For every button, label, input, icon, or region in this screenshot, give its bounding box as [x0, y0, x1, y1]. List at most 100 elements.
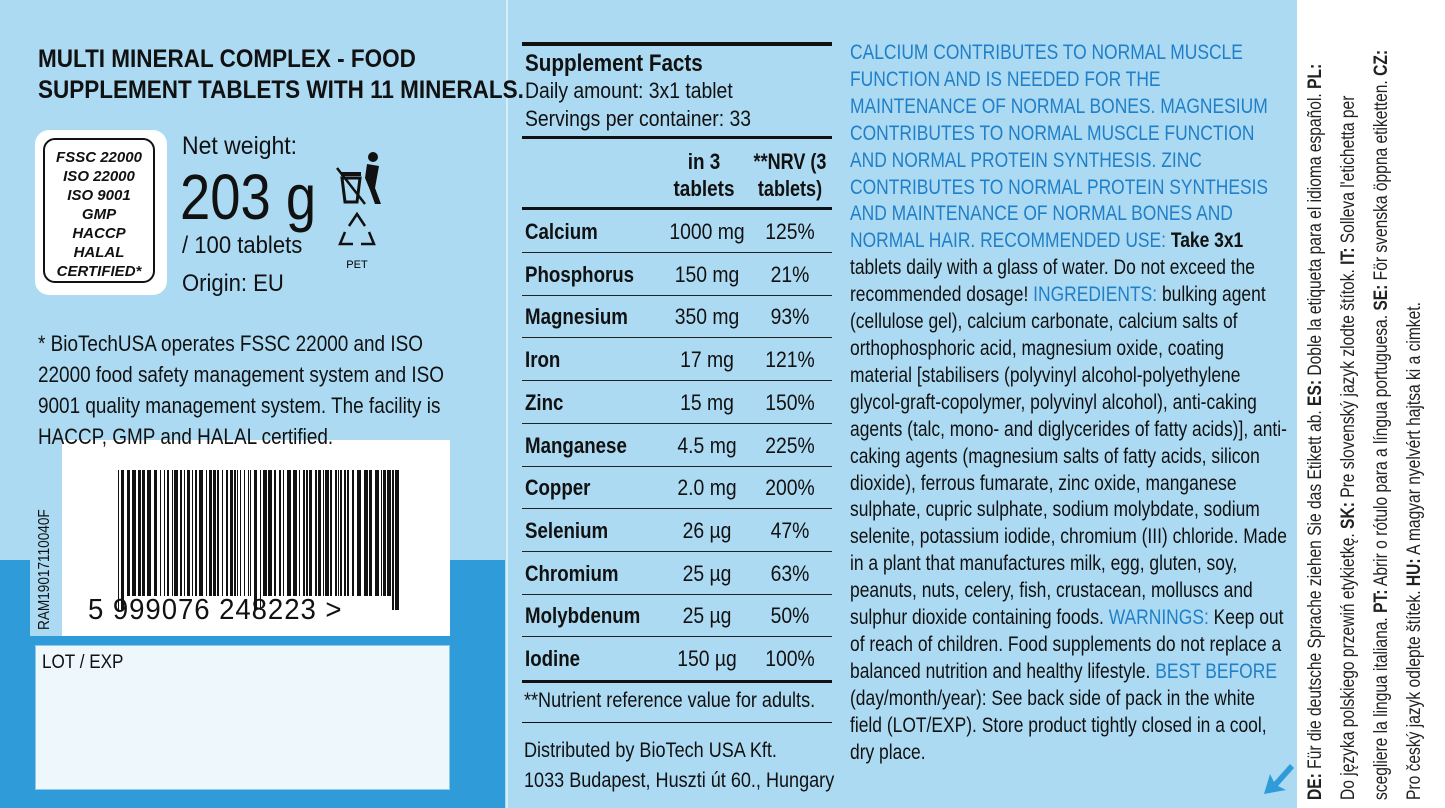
divider — [506, 0, 508, 808]
language-text: DE: Für die deutsche Sprache ziehen Sie … — [1298, 40, 1431, 800]
barcode-bar — [195, 470, 197, 596]
barcode-bar — [303, 470, 305, 596]
cell-name: Calcium — [525, 219, 598, 244]
facts-row: Zinc 15 mg 150% — [522, 381, 832, 424]
barcode-bar — [138, 470, 141, 596]
facts-row: Molybdenum 25 µg 50% — [522, 594, 832, 638]
barcode-bar — [250, 470, 251, 596]
facts-row: Manganese 4.5 mg 225% — [522, 424, 832, 467]
cell-nrv: 150% — [765, 389, 815, 415]
title-line: SUPPLEMENT TABLETS WITH 11 MINERALS. — [38, 76, 524, 104]
barcode-bar — [154, 470, 157, 596]
barcode-bar — [340, 470, 342, 596]
badge-line: HACCP — [72, 225, 126, 242]
cell-name: Molybdenum — [525, 603, 641, 629]
cell-amt: 150 mg — [674, 261, 740, 287]
barcode-bar — [121, 470, 124, 610]
cell-amt: 2.0 mg — [677, 475, 737, 501]
text-segment: bulking agent (cellulose gel), calcium c… — [850, 283, 1287, 630]
cell-amt: 17 mg — [680, 347, 734, 373]
barcode-bar — [309, 470, 312, 596]
barcode-bar — [127, 470, 130, 596]
text-segment: tablets daily with a glass of water. Do … — [850, 256, 1256, 307]
cell-nrv: 100% — [765, 646, 815, 671]
language-code: SK: — [1338, 502, 1359, 529]
barcode-bar — [187, 470, 190, 596]
language-strip: DE: Für die deutsche Sprache ziehen Sie … — [1298, 40, 1438, 800]
barcode-bar — [226, 470, 228, 596]
barcode-bar — [352, 470, 354, 596]
cell-name: Selenium — [525, 517, 609, 543]
barcode-bar — [306, 470, 308, 596]
facts-footnote: **Nutrient reference value for adults. — [524, 689, 816, 712]
badge-line: CERTIFIED* — [56, 263, 142, 280]
barcode-bar — [330, 470, 332, 596]
barcode-bar — [268, 470, 272, 596]
daily-amount: Daily amount: 3x1 tablet — [525, 78, 733, 103]
facts-row: Phosphorus 150 mg 21% — [522, 253, 832, 296]
language-text: Abrir o rótulo para a língua portuguesa. — [1371, 314, 1392, 587]
barcode-bar — [199, 470, 203, 596]
barcode-bar — [263, 470, 267, 596]
cell-name: Copper — [525, 475, 591, 501]
badge: FSSC 22000 ISO 22000 ISO 9001 GMP HACCP HALAL… — [35, 130, 167, 295]
barcode-bar — [142, 470, 145, 596]
barcode-bar — [375, 470, 379, 596]
text-segment: CALCIUM CONTRIBUTES TO NORMAL MUSCLE FUN… — [850, 41, 1269, 253]
language-code: ES: — [1305, 379, 1326, 406]
net-weight-label: Net weight: — [182, 132, 298, 160]
certification-note: * BioTechUSA operates FSSC 22000 and ISO… — [38, 331, 444, 449]
language-code: HU: — [1404, 558, 1425, 587]
facts-row: Calcium 1000 mg 125% — [522, 210, 832, 253]
language-code: PL: — [1305, 63, 1326, 89]
barcode-bar — [209, 470, 212, 596]
rule — [522, 207, 832, 210]
barcode-bar — [174, 470, 178, 596]
servings: Servings per container: 33 — [525, 106, 752, 131]
cell-amt: 15 mg — [680, 389, 734, 415]
badge-line: FSSC 22000 — [56, 149, 142, 166]
facts-row: Copper 2.0 mg 200% — [522, 466, 832, 510]
badge-line: ISO 22000 — [63, 168, 135, 185]
cell-name: Iodine — [525, 646, 581, 671]
text-segment: BEST BEFORE — [1155, 659, 1277, 683]
text-segment: (day/month/year): See back side of pack … — [850, 686, 1267, 764]
language-text: Do języka polskiego przewiń etykietkę. — [1338, 533, 1359, 800]
cell-nrv: 21% — [770, 261, 810, 287]
barcode-bar — [244, 470, 245, 596]
language-code: DE: — [1305, 773, 1326, 800]
cell-nrv: 121% — [765, 347, 815, 373]
text-segment: Keep out of reach of children. Food supp… — [850, 606, 1284, 683]
barcode-bar — [364, 470, 368, 596]
origin: Origin: EU — [182, 270, 284, 297]
lot-label: LOT / EXP — [42, 652, 124, 673]
language-code: IT: — [1338, 247, 1359, 265]
cell-amt: 350 mg — [674, 304, 740, 330]
barcode-bar — [260, 470, 261, 610]
text-segment: Take 3x1 — [1170, 229, 1244, 253]
barcode-bar — [383, 470, 386, 596]
lot-box — [35, 645, 450, 790]
barcode-bar — [240, 470, 241, 596]
cell-nrv: 125% — [765, 219, 815, 244]
barcode-bar — [192, 470, 193, 596]
barcode-bar — [323, 470, 324, 596]
language-text: För svenska öppna etiketten. — [1371, 80, 1392, 281]
cell-nrv: 93% — [770, 304, 810, 330]
cell-name: Manganese — [525, 432, 627, 458]
language-code: SE: — [1371, 284, 1392, 311]
barcode-bar — [167, 470, 169, 596]
cell-nrv: 50% — [770, 603, 810, 629]
recycle-code: PET — [346, 259, 368, 271]
language-text: Doble la etiqueta para el idioma español… — [1305, 93, 1326, 376]
barcode-bar — [315, 470, 317, 596]
barcode-bar — [248, 470, 249, 596]
distributor: Distributed by BioTech USA Kft. 1033 Bud… — [524, 736, 834, 796]
rule — [522, 136, 832, 139]
cell-nrv: 63% — [770, 560, 810, 586]
distributor-line: Distributed by BioTech USA Kft. — [524, 739, 777, 762]
barcode-bar — [230, 470, 233, 596]
cell-nrv: 200% — [765, 475, 815, 501]
rule — [522, 42, 832, 46]
